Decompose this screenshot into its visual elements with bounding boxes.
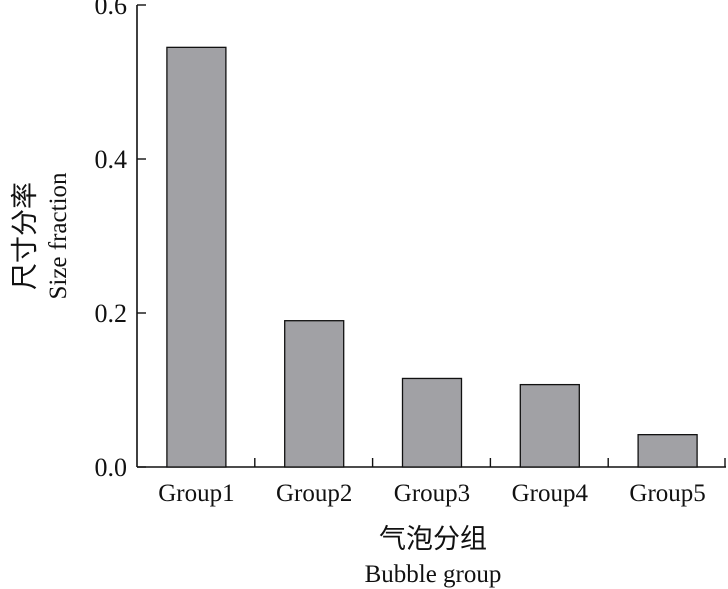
bar-group2 bbox=[284, 320, 345, 468]
x-ticks: Group1 Group2 Group3 Group4 Group5 bbox=[158, 458, 726, 507]
bar-group3 bbox=[401, 377, 463, 468]
bars bbox=[166, 46, 698, 468]
bar-group5 bbox=[637, 434, 698, 468]
y-axis-label-en: Size fraction bbox=[45, 172, 72, 300]
bar-group4 bbox=[519, 383, 580, 468]
y-axis-label-cn: 尺寸分率 bbox=[10, 182, 41, 290]
y-tick-label: 0.6 bbox=[95, 0, 128, 20]
x-tick-label: Group4 bbox=[512, 480, 589, 507]
y-tick-label: 0.0 bbox=[95, 453, 128, 482]
x-tick-label: Group5 bbox=[629, 480, 705, 507]
x-tick-label: Group3 bbox=[394, 480, 470, 507]
x-tick-label: Group1 bbox=[158, 480, 234, 507]
x-axis-label-cn: 气泡分组 bbox=[379, 524, 487, 555]
x-tick-label: Group2 bbox=[276, 480, 352, 507]
y-tick-label: 0.4 bbox=[95, 145, 128, 174]
y-axis-label-en-group: Size fraction bbox=[45, 172, 72, 300]
y-axis-label: 尺寸分率 bbox=[10, 182, 41, 290]
y-ticks: 0.0 0.2 0.4 0.6 bbox=[95, 0, 146, 482]
bar-group1 bbox=[166, 46, 227, 468]
x-axis-label-en: Bubble group bbox=[365, 561, 502, 588]
y-tick-label: 0.2 bbox=[95, 299, 128, 328]
